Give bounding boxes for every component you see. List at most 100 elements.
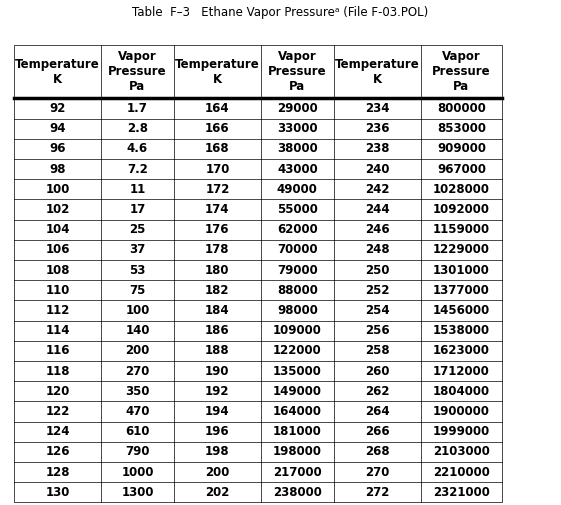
Text: 94: 94: [49, 122, 66, 135]
Text: 1456000: 1456000: [433, 304, 490, 317]
Text: Vapor
Pressure
Pa: Vapor Pressure Pa: [268, 50, 327, 93]
Text: 909000: 909000: [437, 142, 486, 156]
Text: 2210000: 2210000: [433, 466, 490, 479]
Text: 252: 252: [365, 284, 389, 297]
Text: 182: 182: [205, 284, 229, 297]
Text: 236: 236: [365, 122, 389, 135]
Text: 1804000: 1804000: [433, 385, 490, 398]
Text: 238000: 238000: [273, 486, 322, 499]
Text: Temperature
K: Temperature K: [335, 58, 420, 86]
Text: 118: 118: [45, 365, 70, 378]
Text: 88000: 88000: [277, 284, 318, 297]
Text: 1159000: 1159000: [433, 223, 490, 236]
Text: 140: 140: [125, 324, 150, 337]
Text: 100: 100: [125, 304, 150, 317]
Text: 79000: 79000: [277, 264, 318, 277]
Text: 108: 108: [45, 264, 70, 277]
Text: 7.2: 7.2: [127, 163, 148, 176]
Text: 248: 248: [365, 243, 389, 257]
Text: 172: 172: [205, 183, 229, 196]
Text: 264: 264: [365, 405, 389, 418]
Text: 178: 178: [205, 243, 229, 257]
Text: 62000: 62000: [277, 223, 318, 236]
Bar: [14, 45, 502, 502]
Text: 92: 92: [49, 102, 66, 115]
Text: 149000: 149000: [273, 385, 322, 398]
Text: 1229000: 1229000: [433, 243, 490, 257]
Text: 470: 470: [125, 405, 150, 418]
Text: 109000: 109000: [273, 324, 322, 337]
Text: 270: 270: [365, 466, 389, 479]
Text: 270: 270: [125, 365, 150, 378]
Text: 120: 120: [45, 385, 70, 398]
Text: 112: 112: [45, 304, 70, 317]
Text: 260: 260: [365, 365, 389, 378]
Text: 181000: 181000: [273, 425, 322, 438]
Text: 122: 122: [45, 405, 70, 418]
Text: 238: 238: [365, 142, 389, 156]
Text: 190: 190: [205, 365, 229, 378]
Text: 1712000: 1712000: [433, 365, 490, 378]
Text: 43000: 43000: [277, 163, 318, 176]
Text: 130: 130: [45, 486, 70, 499]
Text: 124: 124: [45, 425, 70, 438]
Text: 217000: 217000: [273, 466, 321, 479]
Text: 122000: 122000: [273, 344, 321, 358]
Text: 180: 180: [205, 264, 229, 277]
Text: 102: 102: [45, 203, 70, 216]
Text: 234: 234: [365, 102, 389, 115]
Text: 200: 200: [205, 466, 229, 479]
Text: 170: 170: [205, 163, 229, 176]
Text: 1092000: 1092000: [433, 203, 490, 216]
Text: 272: 272: [365, 486, 389, 499]
Text: Table  F–3   Ethane Vapor Pressureᵃ (File F-03.POL): Table F–3 Ethane Vapor Pressureᵃ (File F…: [132, 6, 429, 19]
Text: 168: 168: [205, 142, 229, 156]
Text: 262: 262: [365, 385, 389, 398]
Text: 126: 126: [45, 445, 70, 459]
Text: 75: 75: [129, 284, 146, 297]
Text: Temperature
K: Temperature K: [15, 58, 100, 86]
Text: 53: 53: [129, 264, 146, 277]
Text: 967000: 967000: [437, 163, 486, 176]
Text: 1000: 1000: [121, 466, 154, 479]
Text: 1.7: 1.7: [127, 102, 148, 115]
Text: 1900000: 1900000: [433, 405, 490, 418]
Text: 4.6: 4.6: [127, 142, 148, 156]
Text: 184: 184: [205, 304, 229, 317]
Text: 202: 202: [205, 486, 229, 499]
Text: 116: 116: [45, 344, 70, 358]
Text: 110: 110: [45, 284, 70, 297]
Text: 11: 11: [130, 183, 145, 196]
Text: 1538000: 1538000: [433, 324, 490, 337]
Text: 164: 164: [205, 102, 229, 115]
Text: Temperature
K: Temperature K: [175, 58, 260, 86]
Text: 268: 268: [365, 445, 389, 459]
Text: 96: 96: [49, 142, 66, 156]
Text: 242: 242: [365, 183, 389, 196]
Text: 70000: 70000: [277, 243, 318, 257]
Text: 258: 258: [365, 344, 389, 358]
Text: 790: 790: [125, 445, 150, 459]
Text: 266: 266: [365, 425, 389, 438]
Text: 610: 610: [125, 425, 150, 438]
Text: 98: 98: [49, 163, 66, 176]
Text: 256: 256: [365, 324, 389, 337]
Text: 135000: 135000: [273, 365, 322, 378]
Text: 49000: 49000: [277, 183, 318, 196]
Text: 188: 188: [205, 344, 229, 358]
Text: 1028000: 1028000: [433, 183, 490, 196]
Text: 350: 350: [125, 385, 150, 398]
Text: 244: 244: [365, 203, 389, 216]
Text: 33000: 33000: [277, 122, 318, 135]
Text: 37: 37: [130, 243, 145, 257]
Text: 1999000: 1999000: [433, 425, 490, 438]
Text: 38000: 38000: [277, 142, 318, 156]
Text: 2321000: 2321000: [433, 486, 490, 499]
Text: 100: 100: [45, 183, 70, 196]
Text: 17: 17: [130, 203, 145, 216]
Text: 240: 240: [365, 163, 389, 176]
Text: 2103000: 2103000: [433, 445, 490, 459]
Text: 186: 186: [205, 324, 229, 337]
Text: Vapor
Pressure
Pa: Vapor Pressure Pa: [108, 50, 167, 93]
Text: 200: 200: [125, 344, 150, 358]
